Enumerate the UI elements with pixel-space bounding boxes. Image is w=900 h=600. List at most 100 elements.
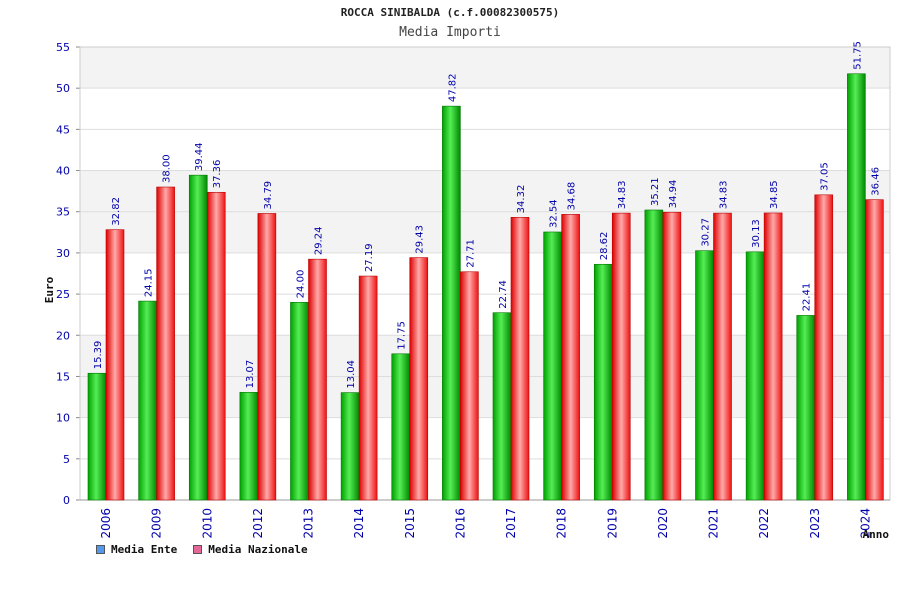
x-tick-label: 2018 [555, 508, 569, 539]
chart-title: ROCCA SINIBALDA (c.f.00082300575) [340, 6, 560, 19]
bar-ente [847, 73, 866, 501]
bar-ente [492, 312, 512, 501]
bar-nazionale [206, 191, 226, 501]
bar-nazionale [662, 211, 682, 501]
x-tick-label: 2019 [605, 508, 619, 539]
data-label-nazionale: 34.85 [769, 180, 780, 209]
bar-nazionale [358, 275, 378, 501]
data-label-nazionale: 34.32 [516, 185, 527, 214]
bar-ente [188, 174, 208, 501]
y-tick-label: 55 [56, 41, 70, 54]
bar-ente [391, 353, 411, 501]
y-tick-label: 45 [56, 123, 70, 136]
data-label-nazionale: 27.19 [364, 243, 375, 272]
x-tick-label: 2021 [707, 508, 721, 539]
background-band [80, 88, 890, 130]
y-tick-label: 40 [56, 165, 70, 178]
x-tick-label: 2009 [150, 508, 164, 539]
bar-ente [340, 392, 360, 501]
legend: Media Ente Media Nazionale [96, 543, 308, 556]
background-band [80, 129, 890, 171]
data-label-nazionale: 34.68 [567, 182, 578, 211]
bar-ente [543, 231, 562, 501]
bar-nazionale [460, 271, 479, 501]
bar-ente [695, 250, 714, 501]
bar-nazionale [409, 257, 429, 501]
bar-ente [796, 315, 816, 501]
data-label-ente: 13.04 [346, 360, 357, 389]
y-tick-label: 0 [63, 494, 70, 507]
data-label-ente: 32.54 [549, 199, 560, 228]
data-label-ente: 22.74 [498, 280, 509, 309]
legend-label-ente: Media Ente [111, 543, 178, 556]
bar-ente [644, 209, 664, 501]
background-band [80, 47, 890, 89]
data-label-ente: 47.82 [447, 73, 458, 102]
x-tick-label: 2012 [251, 508, 265, 539]
y-tick-label: 30 [56, 247, 70, 260]
bar-ente [442, 105, 461, 501]
bar-nazionale [257, 213, 277, 501]
data-label-nazionale: 29.43 [415, 225, 426, 254]
y-tick-label: 50 [56, 82, 70, 95]
data-label-ente: 13.07 [245, 360, 256, 389]
x-tick-label: 2006 [99, 508, 113, 539]
y-tick-label: 20 [56, 329, 70, 342]
data-label-nazionale: 27.71 [465, 239, 476, 268]
x-tick-label: 2014 [352, 508, 366, 539]
bar-ente [138, 300, 157, 501]
x-tick-label: 2017 [504, 508, 518, 539]
x-tick-label: 2010 [200, 508, 214, 539]
x-tick-label: 2016 [453, 508, 467, 539]
bar-nazionale [105, 229, 125, 501]
x-tick-label: 2024 [858, 508, 872, 539]
legend-item-nazionale: Media Nazionale [193, 543, 308, 556]
legend-swatch-ente [96, 545, 105, 554]
bar-nazionale [510, 217, 530, 501]
x-tick-label: 2020 [656, 508, 670, 539]
data-label-ente: 28.62 [599, 232, 610, 261]
data-label-ente: 22.41 [802, 283, 813, 312]
y-axis-label: Euro [43, 276, 56, 303]
data-label-ente: 30.13 [751, 219, 762, 248]
bar-nazionale [561, 214, 580, 501]
bar-ente [87, 372, 107, 501]
data-label-ente: 15.39 [93, 341, 104, 370]
data-label-ente: 35.21 [650, 177, 661, 206]
y-tick-label: 15 [56, 370, 70, 383]
data-label-ente: 51.75 [852, 41, 863, 70]
data-label-ente: 39.44 [194, 143, 205, 172]
y-tick-label: 5 [63, 453, 70, 466]
legend-swatch-nazionale [193, 545, 203, 554]
data-label-ente: 17.75 [397, 321, 408, 350]
data-label-ente: 24.15 [144, 268, 155, 297]
data-label-nazionale: 34.83 [719, 180, 730, 209]
data-label-nazionale: 37.05 [820, 162, 831, 191]
data-label-nazionale: 29.24 [314, 227, 325, 256]
bar-nazionale [308, 258, 327, 501]
bar-nazionale [763, 212, 783, 501]
data-label-nazionale: 38.00 [162, 154, 173, 183]
x-tick-label: 2015 [403, 508, 417, 539]
bar-ente [290, 302, 309, 501]
data-label-ente: 30.27 [701, 218, 712, 247]
data-label-nazionale: 32.82 [111, 197, 122, 226]
data-label-ente: 24.00 [296, 270, 307, 299]
legend-label-nazionale: Media Nazionale [208, 543, 308, 556]
y-tick-label: 25 [56, 288, 70, 301]
bar-nazionale [713, 212, 732, 501]
data-label-nazionale: 37.36 [212, 160, 223, 189]
y-tick-label: 10 [56, 412, 70, 425]
x-tick-label: 2023 [808, 508, 822, 539]
bar-nazionale [814, 194, 834, 501]
data-label-nazionale: 34.83 [617, 180, 628, 209]
data-label-nazionale: 34.94 [668, 180, 679, 209]
x-tick-label: 2013 [302, 508, 316, 539]
bar-ente [745, 251, 765, 501]
x-tick-label: 2022 [757, 508, 771, 539]
data-label-nazionale: 34.79 [263, 181, 274, 210]
bar-nazionale [865, 199, 884, 501]
bar-ente [239, 392, 259, 501]
y-tick-label: 35 [56, 206, 70, 219]
